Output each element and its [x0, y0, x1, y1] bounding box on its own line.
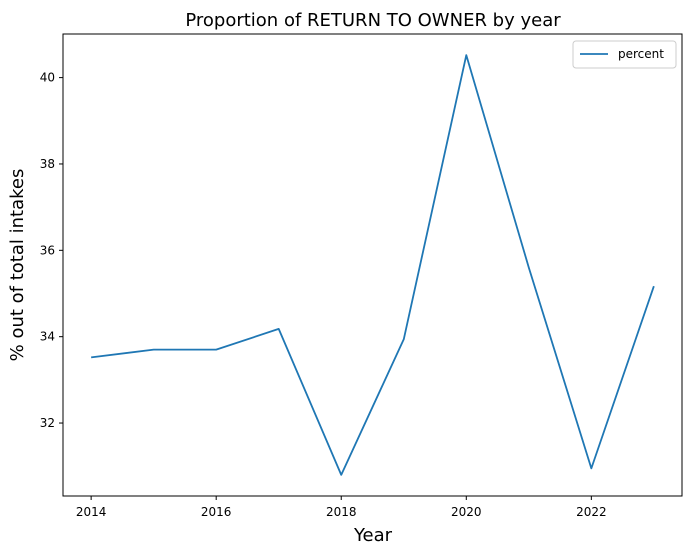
y-axis-title: % out of total intakes	[7, 169, 28, 362]
y-tick-label: 36	[40, 243, 55, 257]
y-tick-label: 40	[40, 71, 55, 85]
y-tick-label: 34	[40, 330, 55, 344]
series-layer	[91, 54, 655, 476]
chart-title: Proportion of RETURN TO OWNER by year	[185, 10, 561, 31]
x-axis-ticks: 2014 2016 2018 2020 2022	[76, 496, 607, 519]
y-axis-ticks: 32 34 36 38 40	[40, 71, 63, 430]
y-tick-label: 38	[40, 157, 55, 171]
legend: percent	[572, 40, 677, 69]
x-tick-label: 2016	[201, 505, 232, 519]
x-tick-label: 2014	[76, 505, 107, 519]
plot-frame	[62, 33, 683, 497]
legend-box	[572, 40, 677, 69]
x-tick-label: 2020	[451, 505, 482, 519]
y-tick-label: 32	[40, 416, 55, 430]
legend-label-percent: percent	[618, 47, 664, 61]
series-line-percent	[91, 54, 655, 476]
x-axis-title: Year	[353, 525, 393, 546]
x-tick-label: 2022	[576, 505, 607, 519]
x-tick-label: 2018	[326, 505, 357, 519]
plot-area	[63, 34, 682, 496]
